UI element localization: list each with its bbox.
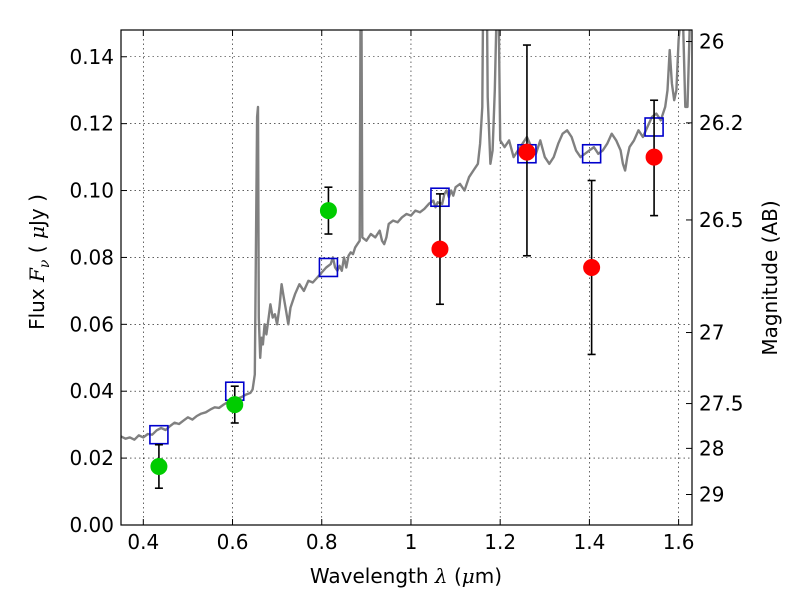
- x-tick-label: 1: [405, 530, 418, 554]
- plot-frame: [120, 29, 693, 526]
- x-tick-label: 0.6: [217, 530, 249, 554]
- y2-axis-label: Magnitude (AB): [758, 200, 782, 355]
- x-tick-label: 1.2: [484, 530, 516, 554]
- model-photometry-box: [581, 143, 602, 164]
- x-axis-label: Wavelength λ (μm): [310, 564, 502, 588]
- model-spectrum-line: [121, 30, 691, 441]
- y2-tick-label: 27: [699, 321, 724, 345]
- model-photometry-box: [318, 257, 339, 278]
- y2-tick-label: 26.2: [699, 111, 744, 135]
- x-tick-label: 0.8: [306, 530, 338, 554]
- x-tick-label: 1.4: [573, 530, 605, 554]
- grid-lines: [121, 30, 692, 526]
- x-tick-label: 1.6: [663, 530, 695, 554]
- y-tick-label: 0.02: [69, 446, 114, 470]
- axis-ticks: 0.4 0.6 0.8 1 1.2 1.4 1.6 0.00 0.02 0.04 0.06 0.08 0…: [69, 30, 743, 554]
- observed-point: [645, 148, 663, 166]
- y-tick-label: 0.08: [69, 245, 114, 269]
- observed-point: [431, 240, 449, 258]
- y-tick-label: 0.14: [69, 45, 114, 69]
- y-tick-label: 0.10: [69, 179, 114, 203]
- y-tick-label: 0.12: [69, 112, 114, 136]
- plot-area: [121, 30, 691, 490]
- observed-point: [518, 143, 536, 161]
- y2-tick-label: 26.5: [699, 208, 744, 232]
- observed-point: [319, 202, 337, 220]
- y2-tick-label: 27.5: [699, 392, 744, 416]
- model-photometry-box: [149, 424, 169, 445]
- x-tick-label: 0.4: [127, 530, 159, 554]
- y-tick-label: 0.04: [69, 379, 114, 403]
- y2-tick-label: 28: [699, 436, 724, 460]
- y-tick-label: 0.06: [69, 312, 114, 336]
- y-axis-label: Flux Fν ( μJy ): [25, 194, 53, 330]
- observed-point: [226, 396, 244, 414]
- observed-point: [583, 258, 601, 276]
- y2-tick-label: 26: [699, 30, 724, 54]
- y2-tick-label: 29: [699, 482, 724, 506]
- observed-point: [150, 457, 168, 475]
- y-tick-label: 0.00: [69, 513, 114, 537]
